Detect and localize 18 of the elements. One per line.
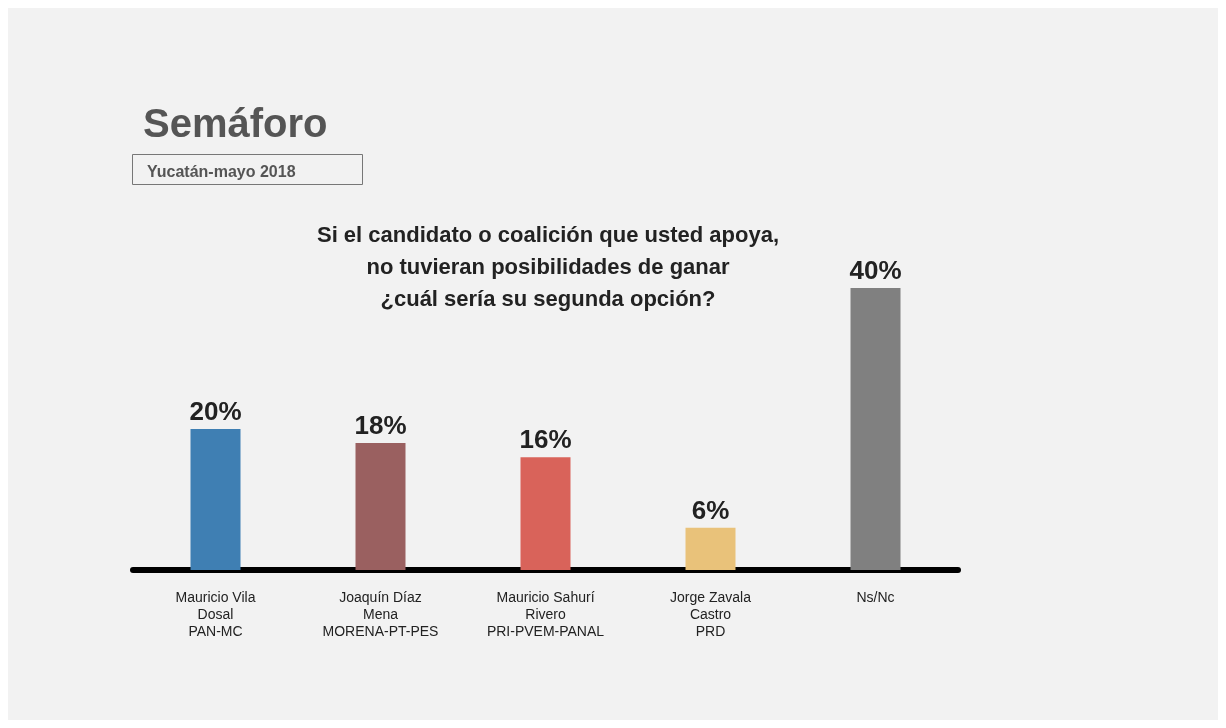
chart-title: Semáforo — [143, 101, 328, 145]
annotation: Si el candidato o coalición que usted apoya, no tuvieran posibilidades de ganar ¿cuál sería su segunda opción? — [316, 221, 780, 311]
data-label: 16% — [519, 424, 572, 455]
x-tick-label: Mauricio Vila Dosal PAN-MC — [175, 588, 256, 639]
data-label: 20% — [189, 396, 242, 426]
data-label: 18% — [354, 410, 407, 441]
chart-subtitle: Yucatán-mayo 2018 — [147, 162, 296, 180]
x-tick-label: Ns/Nc — [856, 588, 895, 605]
bar — [190, 429, 241, 570]
x-tick-label: Joaquín Díaz Mena MORENA-PT-PES — [322, 588, 439, 639]
data-label: 40% — [849, 255, 902, 285]
bar — [685, 527, 736, 570]
x-tick-label: Jorge Zavala Castro PRD — [670, 588, 752, 639]
bar — [520, 457, 571, 570]
bar — [850, 288, 901, 570]
data-label: 6% — [691, 494, 730, 525]
x-tick-label: Mauricio Sahurí Rivero PRI-PVEM-PANAL — [486, 588, 605, 639]
bar — [355, 443, 406, 570]
